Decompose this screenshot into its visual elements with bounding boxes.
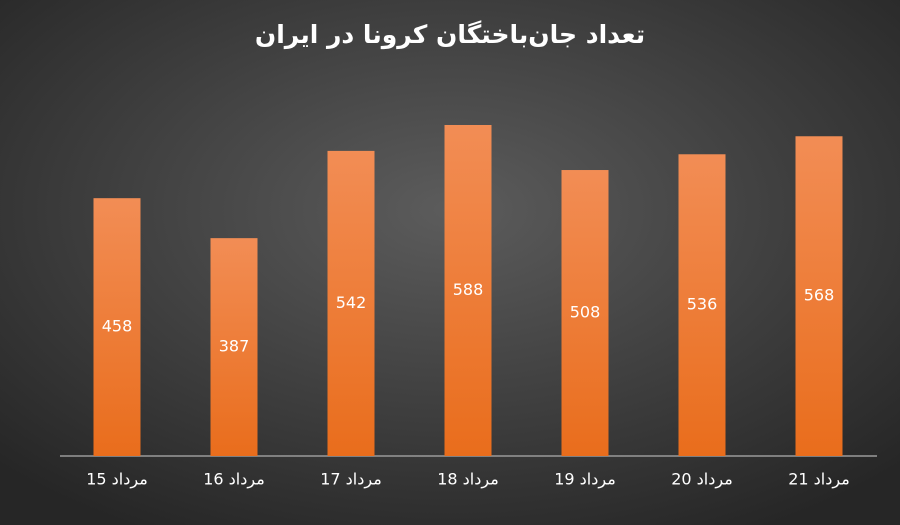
x-tick-label: 20 مرداد	[671, 470, 733, 490]
bar	[795, 136, 843, 457]
data-label: 536	[687, 295, 718, 314]
x-tick-label: 16 مرداد	[203, 470, 265, 490]
bar	[678, 154, 726, 457]
data-label: 542	[336, 293, 367, 312]
x-tick-label: 21 مرداد	[788, 470, 850, 490]
data-label: 387	[219, 337, 250, 356]
bar	[210, 238, 258, 456]
data-label: 588	[453, 280, 484, 299]
data-label: 568	[804, 286, 835, 305]
chart-title: تعداد جان‌باختگان کرونا در ایران	[255, 20, 645, 50]
bar	[444, 125, 492, 456]
data-label: 458	[102, 317, 133, 336]
bar	[93, 198, 141, 456]
x-tick-label: 19 مرداد	[554, 470, 616, 490]
data-label: 508	[570, 303, 601, 322]
x-tick-label: 15 مرداد	[86, 470, 148, 490]
x-tick-label: 18 مرداد	[437, 470, 499, 490]
bar	[327, 150, 375, 456]
bar	[561, 170, 609, 457]
x-tick-label: 17 مرداد	[320, 470, 382, 490]
